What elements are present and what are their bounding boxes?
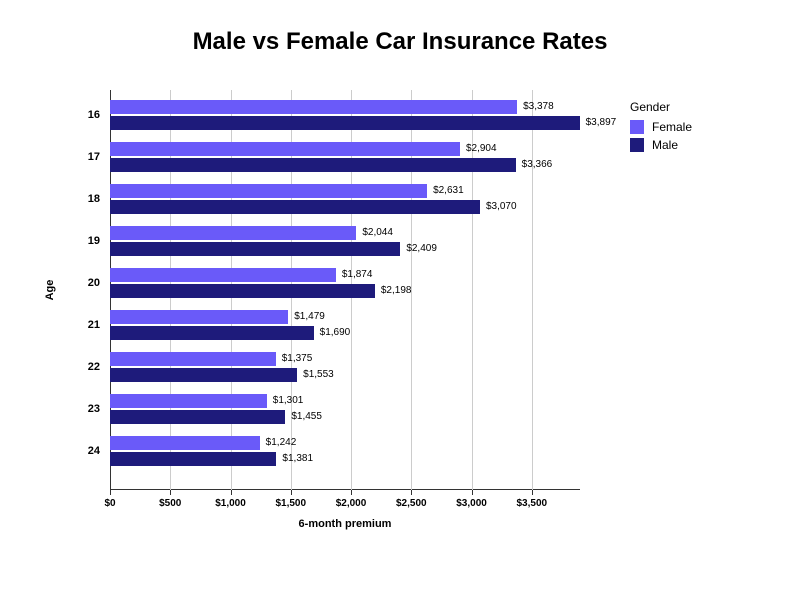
x-tick-label: $1,000 <box>215 498 246 509</box>
grid-line <box>532 90 533 490</box>
x-axis-title: 6-month premium <box>299 518 392 530</box>
bar-male <box>110 242 400 256</box>
bar-female <box>110 310 288 324</box>
x-tick-mark <box>170 490 171 495</box>
bar-female <box>110 184 427 198</box>
bar-value-label: $1,242 <box>266 436 297 450</box>
bar-female <box>110 436 260 450</box>
y-axis-title: Age <box>44 280 56 301</box>
legend-title: Gender <box>630 100 692 114</box>
x-tick-label: $3,000 <box>456 498 487 509</box>
bar-male <box>110 326 314 340</box>
bar-value-label: $1,553 <box>303 368 334 382</box>
y-tick-label: 23 <box>88 403 100 415</box>
x-tick-label: $0 <box>104 498 115 509</box>
legend-item-male: Male <box>630 138 692 152</box>
x-tick-mark <box>231 490 232 495</box>
x-tick-mark <box>532 490 533 495</box>
bar-male <box>110 284 375 298</box>
x-tick-label: $1,500 <box>275 498 306 509</box>
legend-swatch <box>630 138 644 152</box>
bar-male <box>110 200 480 214</box>
x-tick-mark <box>351 490 352 495</box>
bar-value-label: $1,375 <box>282 352 313 366</box>
legend-label: Female <box>652 120 692 134</box>
x-axis-line <box>110 489 580 490</box>
bar-value-label: $3,070 <box>486 200 517 214</box>
bar-female <box>110 352 276 366</box>
y-tick-label: 20 <box>88 277 100 289</box>
bar-value-label: $2,904 <box>466 142 497 156</box>
x-tick-mark <box>291 490 292 495</box>
legend-swatch <box>630 120 644 134</box>
legend: Gender Female Male <box>630 100 692 156</box>
y-tick-label: 22 <box>88 361 100 373</box>
bar-male <box>110 116 580 130</box>
y-tick-label: 18 <box>88 193 100 205</box>
bar-value-label: $1,455 <box>291 410 322 424</box>
x-tick-label: $500 <box>159 498 181 509</box>
bar-female <box>110 226 356 240</box>
bar-value-label: $2,409 <box>406 242 437 256</box>
bar-male <box>110 452 276 466</box>
x-tick-mark <box>472 490 473 495</box>
x-tick-label: $2,500 <box>396 498 427 509</box>
y-tick-label: 17 <box>88 151 100 163</box>
bar-value-label: $1,301 <box>273 394 304 408</box>
x-tick-label: $2,000 <box>336 498 367 509</box>
x-tick-label: $3,500 <box>516 498 547 509</box>
x-tick-mark <box>411 490 412 495</box>
bar-value-label: $1,874 <box>342 268 373 282</box>
bar-value-label: $2,198 <box>381 284 412 298</box>
bar-value-label: $3,378 <box>523 100 554 114</box>
y-tick-label: 19 <box>88 235 100 247</box>
bar-female <box>110 142 460 156</box>
legend-item-female: Female <box>630 120 692 134</box>
bar-value-label: $1,690 <box>320 326 351 340</box>
bar-female <box>110 100 517 114</box>
bar-value-label: $2,631 <box>433 184 464 198</box>
bar-value-label: $3,366 <box>522 158 553 172</box>
bar-value-label: $2,044 <box>362 226 393 240</box>
bar-female <box>110 268 336 282</box>
y-tick-label: 21 <box>88 319 100 331</box>
plot-area: Age 6-month premium $0$500$1,000$1,500$2… <box>110 90 580 490</box>
bar-value-label: $3,897 <box>586 116 617 130</box>
bar-value-label: $1,479 <box>294 310 325 324</box>
x-tick-mark <box>110 490 111 495</box>
legend-label: Male <box>652 138 678 152</box>
y-tick-label: 24 <box>88 445 100 457</box>
bar-male <box>110 410 285 424</box>
y-tick-label: 16 <box>88 109 100 121</box>
bar-female <box>110 394 267 408</box>
bar-male <box>110 158 516 172</box>
chart-title: Male vs Female Car Insurance Rates <box>0 28 800 56</box>
bar-value-label: $1,381 <box>282 452 313 466</box>
bar-male <box>110 368 297 382</box>
